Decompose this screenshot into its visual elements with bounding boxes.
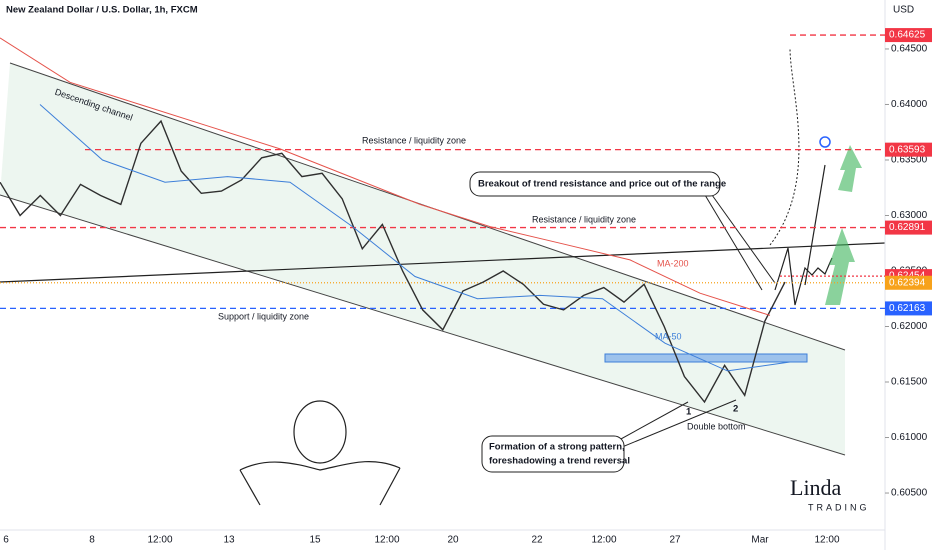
- y-tick-label: 0.61000: [891, 432, 928, 443]
- currency: USD: [893, 5, 914, 16]
- note-box: [469, 171, 721, 197]
- level-label: 0.62891: [889, 222, 926, 233]
- logo: TRADING: [808, 502, 870, 512]
- x-tick-label: 15: [309, 535, 321, 546]
- level-label: 0.63593: [889, 144, 926, 155]
- annotation: 2: [733, 404, 738, 415]
- x-tick-label: 20: [447, 535, 459, 546]
- chart-title: New Zealand Dollar / U.S. Dollar, 1h, FX…: [6, 5, 198, 16]
- ma-line: [0, 37, 771, 316]
- x-tick-label: Mar: [751, 535, 769, 546]
- note-box: [481, 435, 625, 473]
- y-tick-label: 0.60500: [891, 488, 928, 499]
- series-label: MA-200: [657, 258, 689, 268]
- arrow: [804, 164, 826, 286]
- x-tick-label: 12:00: [591, 535, 616, 546]
- y-tick-label: 0.61500: [891, 377, 928, 388]
- x-tick-label: 12:00: [374, 535, 399, 546]
- level-label: 0.62163: [889, 303, 926, 314]
- price-line: [0, 119, 786, 404]
- channel-fill: [0, 63, 845, 455]
- up-arrow: [838, 145, 862, 192]
- y-tick-label: 0.63500: [891, 155, 928, 166]
- x-tick-label: 13: [223, 535, 235, 546]
- y-tick-label: 0.63000: [891, 210, 928, 221]
- annotation: Breakout of trend resistance and price o…: [478, 179, 726, 190]
- level-tag: [885, 142, 932, 157]
- logo: Linda: [790, 475, 842, 500]
- x-tick-label: 8: [89, 535, 95, 546]
- series-label: MA-50: [655, 331, 682, 341]
- annotation: Resistance / liquidity zone: [532, 214, 636, 224]
- pointer: [704, 194, 763, 291]
- level-label: 0.62394: [889, 277, 926, 288]
- target-icon: [819, 136, 831, 148]
- x-tick-label: 12:00: [147, 535, 172, 546]
- y-tick-label: 0.64500: [891, 44, 928, 55]
- annotation: Formation of a strong pattern,: [489, 442, 625, 453]
- channel-bottom: [0, 194, 846, 456]
- x-tick-label: 6: [3, 535, 9, 546]
- annotation: Resistance / liquidity zone: [362, 135, 466, 145]
- level-label: 0.64625: [889, 30, 926, 41]
- up-arrow: [825, 228, 855, 305]
- level-tag: [885, 220, 932, 235]
- y-tick-label: 0.64000: [891, 99, 928, 110]
- level-tag: [885, 275, 932, 290]
- dotted-arrow: [769, 47, 800, 246]
- x-tick-label: 12:00: [814, 535, 839, 546]
- level-tag: [885, 301, 932, 316]
- annotation: foreshadowing a trend reversal: [489, 456, 630, 467]
- x-tick-label: 27: [669, 535, 681, 546]
- projection: [774, 247, 833, 306]
- pointer: [609, 401, 689, 446]
- zone: [604, 353, 808, 363]
- y-tick-label: 0.62000: [891, 321, 928, 332]
- pointer: [609, 399, 737, 453]
- annotation: Double bottom: [687, 421, 746, 431]
- level-tag: [885, 28, 932, 43]
- annotation: Support / liquidity zone: [218, 311, 309, 321]
- ma-line: [39, 104, 791, 372]
- x-tick-label: 22: [531, 535, 543, 546]
- pointer: [711, 194, 776, 284]
- meme-figure: [239, 400, 401, 506]
- annotation: 1: [686, 407, 692, 418]
